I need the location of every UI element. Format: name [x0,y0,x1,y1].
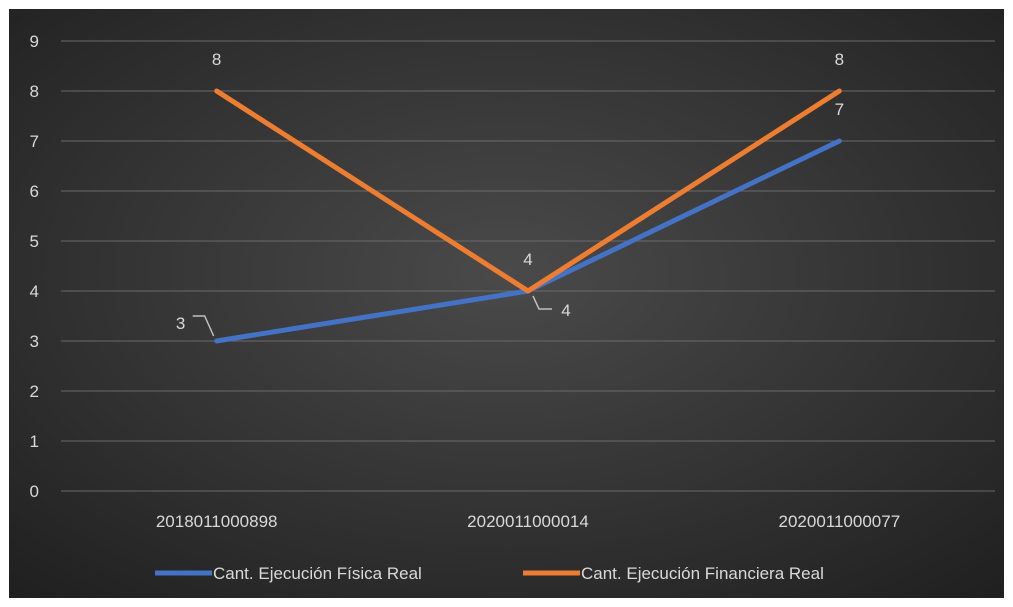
chart-container: 0 1 2 3 4 5 6 7 8 9 2018011000898 2020011000014 202… [9,9,1004,598]
y-tick-label: 6 [30,182,39,201]
y-tick-label: 8 [30,82,39,101]
data-label-leader [192,315,215,337]
data-label-s0-p2: 7 [835,100,844,119]
x-tick-label: 2018011000898 [156,512,278,531]
data-label-s0-p1: 4 [561,301,570,320]
series-line-1 [214,88,842,294]
y-tick-label: 3 [30,332,39,351]
data-label-s1-p0: 8 [212,50,221,69]
y-tick-label: 2 [30,382,39,401]
x-tick-label: 2020011000077 [779,512,901,531]
chart-background [9,9,1004,598]
legend-label-1: Cant. Ejecución Financiera Real [581,564,824,583]
data-label-s1-p1: 4 [523,250,532,269]
x-axis-ticks: 2018011000898 2020011000014 2020011000077 [156,512,900,531]
y-tick-label: 9 [30,32,39,51]
y-tick-label: 1 [30,432,39,451]
y-tick-label: 5 [30,232,39,251]
data-labels: 3 4 7 8 4 8 [176,50,844,337]
x-tick-label: 2020011000014 [467,512,589,531]
legend-label-0: Cant. Ejecución Física Real [213,564,422,583]
line-chart: 0 1 2 3 4 5 6 7 8 9 2018011000898 2020011000014 202… [9,9,1004,598]
data-label-s0-p0: 3 [176,314,185,333]
y-axis-ticks: 0 1 2 3 4 5 6 7 8 9 [30,32,39,501]
data-label-s1-p2: 8 [835,50,844,69]
legend: Cant. Ejecución Física Real Cant. Ejecuci… [155,564,824,583]
series-lines [214,88,842,344]
y-tick-label: 7 [30,132,39,151]
y-tick-label: 4 [30,282,39,301]
data-label-leader [532,295,552,310]
y-tick-label: 0 [30,482,39,501]
